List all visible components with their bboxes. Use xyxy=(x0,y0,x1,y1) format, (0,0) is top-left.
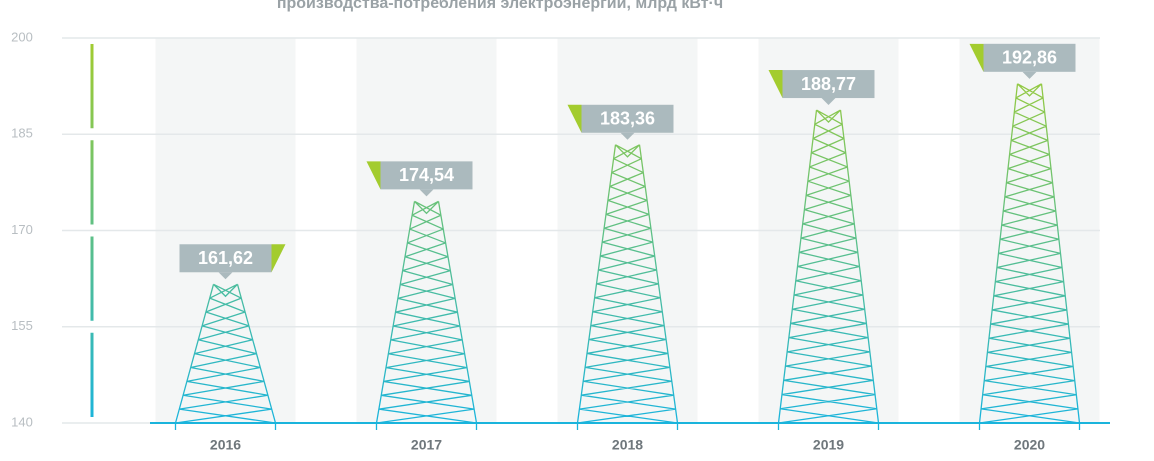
value-label-pointer xyxy=(821,98,836,106)
flag xyxy=(969,43,984,72)
flag xyxy=(768,70,783,99)
y-tick-label: 185 xyxy=(11,126,33,141)
y-tick-label: 155 xyxy=(11,318,33,333)
flag xyxy=(567,104,582,133)
x-tick-label: 2017 xyxy=(411,437,442,453)
value-label-box xyxy=(380,161,473,190)
tower xyxy=(375,200,478,430)
value-label-box xyxy=(179,244,272,273)
value-label: 174,54 xyxy=(399,165,454,185)
tower xyxy=(777,109,880,430)
value-label-box xyxy=(581,104,674,133)
y-tick-label: 200 xyxy=(11,29,33,44)
y-tick-label: 140 xyxy=(11,414,33,429)
y-tick-label: 170 xyxy=(11,222,33,237)
value-label-box xyxy=(983,43,1076,72)
value-label: 161,62 xyxy=(198,248,253,268)
tower xyxy=(576,144,679,430)
x-tick-label: 2018 xyxy=(612,437,643,453)
tower xyxy=(978,83,1081,430)
tower xyxy=(174,283,277,430)
value-label-pointer xyxy=(218,272,233,280)
value-label-box xyxy=(782,70,875,99)
value-label: 188,77 xyxy=(801,74,856,94)
flag xyxy=(366,161,381,190)
value-label: 192,86 xyxy=(1002,48,1057,68)
x-tick-label: 2016 xyxy=(210,437,241,453)
value-label: 183,36 xyxy=(600,109,655,129)
x-tick-label: 2020 xyxy=(1014,437,1045,453)
value-label-pointer xyxy=(1022,71,1037,79)
flag xyxy=(271,244,286,273)
value-label-pointer xyxy=(620,132,635,140)
chart-title: производства-потребления электроэнергии,… xyxy=(277,0,723,12)
value-label-pointer xyxy=(419,189,434,197)
x-tick-label: 2019 xyxy=(813,437,844,453)
